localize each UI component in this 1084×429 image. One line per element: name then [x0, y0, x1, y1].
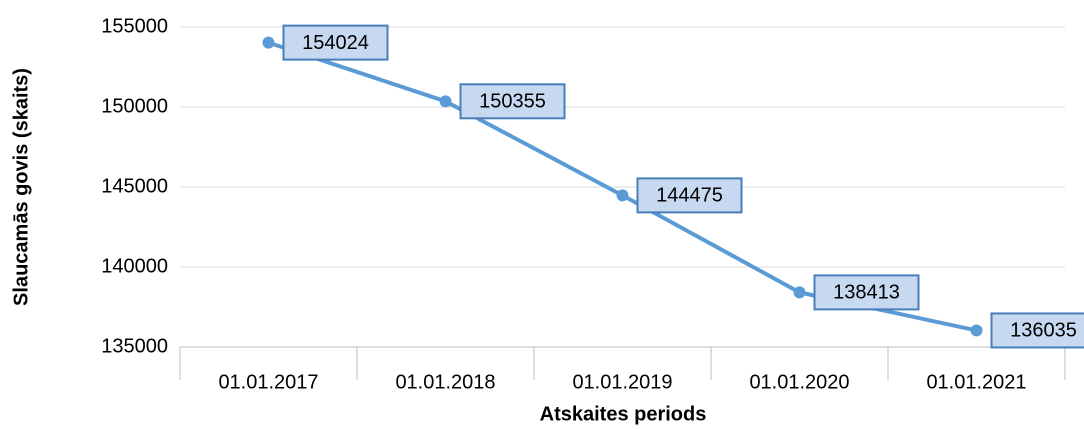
point [793, 286, 806, 299]
y-tick-label: 155000 [101, 15, 168, 37]
x-tick-label: 01.01.2017 [218, 371, 318, 393]
x-axis-title: Atskaites periods [540, 403, 707, 425]
data-label-box [459, 83, 566, 120]
point [616, 189, 629, 202]
data-label-box [813, 274, 920, 311]
data-label: 138413 [833, 282, 900, 304]
point [439, 95, 452, 108]
x-tick-label: 01.01.2020 [749, 371, 849, 393]
data-label: 150355 [479, 91, 546, 113]
data-label-box [990, 312, 1084, 349]
data-label-box [636, 177, 743, 214]
y-tick-label: 150000 [101, 95, 168, 117]
y-tick-label: 135000 [101, 335, 168, 357]
data-label: 144475 [656, 185, 723, 207]
y-axis-title: Slaucamās govis (skaits) [10, 68, 32, 306]
point [262, 36, 275, 49]
data-label: 136035 [1010, 320, 1077, 342]
data-label: 154024 [302, 32, 369, 54]
y-tick-label: 145000 [101, 175, 168, 197]
x-tick-label: 01.01.2021 [926, 371, 1026, 393]
x-tick-label: 01.01.2018 [395, 371, 495, 393]
point [970, 324, 983, 337]
x-tick-label: 01.01.2019 [572, 371, 672, 393]
y-tick-label: 140000 [101, 255, 168, 277]
data-label-box [282, 24, 389, 61]
